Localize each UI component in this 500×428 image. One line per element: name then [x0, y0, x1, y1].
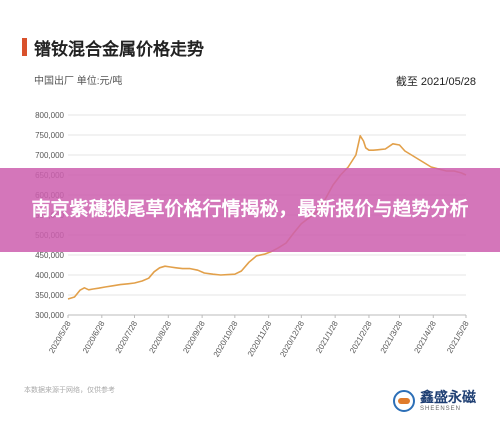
brand-name-cn: 鑫盛永磁 [420, 389, 476, 405]
title-accent-bar [22, 38, 27, 56]
x-tick-label: 2021/1/28 [314, 319, 340, 355]
y-tick-label: 800,000 [35, 111, 64, 120]
brand-logo-text: 鑫盛永磁 SHEENSEN [420, 390, 476, 412]
x-tick-label: 2020/10/28 [212, 319, 240, 359]
x-tick-label: 2020/9/28 [181, 319, 207, 355]
brand-logo-icon [393, 390, 415, 412]
as-of-date: 截至 2021/05/28 [395, 76, 476, 88]
y-tick-label: 400,000 [35, 271, 64, 280]
brand-logo: 鑫盛永磁 SHEENSEN [393, 390, 476, 412]
y-tick-label: 300,000 [35, 311, 64, 320]
y-tick-label: 450,000 [35, 251, 64, 260]
x-tick-label: 2020/8/28 [147, 319, 173, 355]
origin-unit-label: 中国出厂 单位:元/吨 [34, 76, 123, 87]
x-tick-label: 2021/3/28 [379, 319, 405, 355]
headline-banner[interactable]: 南京紫穗狼尾草价格行情揭秘，最新报价与趋势分析 [0, 168, 500, 252]
chart-title: 镨钕混合金属价格走势 [34, 40, 204, 59]
y-tick-label: 700,000 [35, 151, 64, 160]
y-tick-label: 350,000 [35, 291, 64, 300]
price-series-line [67, 135, 467, 300]
x-tick-label: 2020/5/28 [47, 319, 73, 355]
x-tick-label: 2020/6/28 [81, 319, 107, 355]
x-tick-label: 2021/4/28 [412, 319, 438, 355]
brand-name-en: SHEENSEN [420, 406, 462, 412]
x-tick-label: 2021/5/28 [445, 319, 471, 355]
x-tick-label: 2021/2/28 [348, 319, 374, 355]
x-tick-label: 2020/11/28 [246, 319, 274, 358]
source-note: 本数据来源于网络，仅供参考 [24, 387, 115, 394]
x-tick-label: 2020/12/28 [278, 319, 306, 359]
y-tick-label: 750,000 [35, 131, 64, 140]
x-axis: 2020/5/28 2020/6/28 2020/7/28 2020/8/28 2020… [47, 315, 471, 359]
headline-text[interactable]: 南京紫穗狼尾草价格行情揭秘，最新报价与趋势分析 [31, 199, 469, 220]
x-tick-label: 2020/7/28 [114, 319, 140, 355]
